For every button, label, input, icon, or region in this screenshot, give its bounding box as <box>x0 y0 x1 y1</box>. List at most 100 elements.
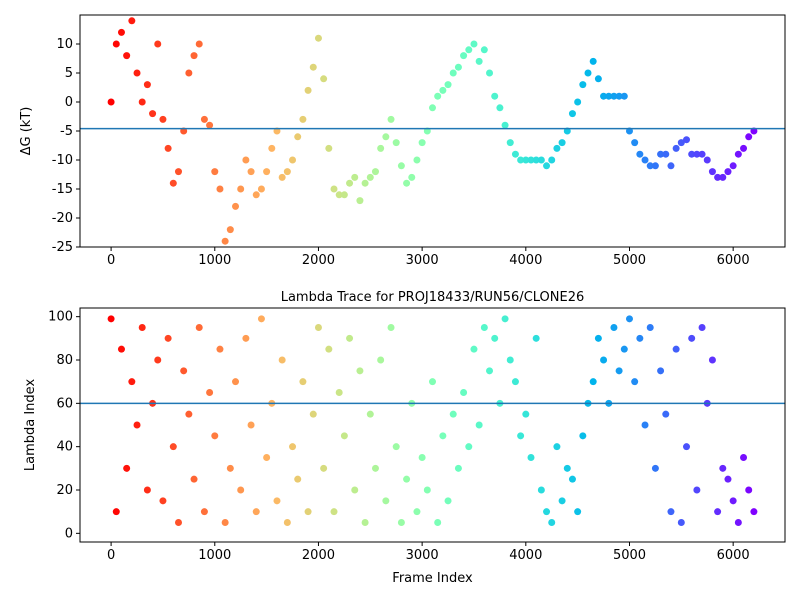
point <box>221 237 229 245</box>
point <box>351 173 359 181</box>
point <box>283 519 291 526</box>
point <box>537 156 545 164</box>
point <box>154 40 162 48</box>
point <box>444 497 452 505</box>
point <box>651 162 659 170</box>
point <box>517 432 525 440</box>
point <box>740 144 748 152</box>
point <box>548 156 556 164</box>
point <box>491 334 499 342</box>
point <box>543 162 551 170</box>
point <box>371 168 379 176</box>
y-axis-label: ΔG (kT) <box>19 107 34 156</box>
point <box>174 519 182 526</box>
point <box>403 475 411 483</box>
y-tick-label: 40 <box>56 440 73 455</box>
axes-frame <box>79 307 786 543</box>
y-tick-label: 0 <box>65 95 73 110</box>
point <box>320 75 328 83</box>
x-axis-label: Frame Index <box>392 571 473 586</box>
point <box>200 115 208 123</box>
point <box>133 69 141 77</box>
point <box>558 497 566 505</box>
point <box>174 168 182 176</box>
point <box>366 173 374 181</box>
point <box>123 52 131 60</box>
point <box>107 98 115 106</box>
x-tick-label: 0 <box>107 548 115 563</box>
point <box>496 104 504 112</box>
point <box>377 356 385 364</box>
point <box>465 443 473 451</box>
point <box>216 185 224 193</box>
point <box>527 454 535 461</box>
point <box>724 475 732 483</box>
point <box>185 69 193 77</box>
point <box>226 226 234 234</box>
point <box>346 179 354 187</box>
point <box>517 156 525 164</box>
point <box>584 69 592 77</box>
point <box>688 334 696 342</box>
point <box>454 63 462 71</box>
x-tick-label: 4000 <box>509 253 542 268</box>
point <box>211 168 219 176</box>
point <box>745 133 753 141</box>
point <box>651 464 659 472</box>
point <box>242 156 250 164</box>
point <box>568 110 576 118</box>
point <box>620 92 628 100</box>
point <box>117 345 125 353</box>
x-tick-label: 2000 <box>302 548 335 563</box>
point <box>465 46 473 54</box>
point <box>325 144 333 152</box>
x-tick-label: 2000 <box>302 253 335 268</box>
point <box>418 454 426 461</box>
point <box>631 139 639 147</box>
x-tick-label: 4000 <box>509 548 542 563</box>
point <box>257 315 265 323</box>
point <box>719 173 727 181</box>
point <box>693 486 701 494</box>
point <box>491 92 499 100</box>
point <box>563 464 571 472</box>
point <box>677 139 685 147</box>
point <box>361 519 369 526</box>
point <box>423 486 431 494</box>
point <box>636 150 644 158</box>
point <box>532 156 540 164</box>
point <box>299 115 307 123</box>
y-axis-label: Lambda Index <box>23 379 38 472</box>
point <box>646 324 654 331</box>
point <box>501 121 509 129</box>
point <box>138 98 146 106</box>
point <box>221 519 229 526</box>
point <box>470 345 478 353</box>
point <box>662 150 670 158</box>
point <box>237 486 245 494</box>
point <box>257 185 265 193</box>
point <box>631 378 639 386</box>
point <box>289 156 297 164</box>
point <box>128 378 136 386</box>
point <box>672 144 680 152</box>
point <box>734 150 742 158</box>
plot-area <box>107 17 758 245</box>
point <box>553 144 561 152</box>
point <box>558 139 566 147</box>
point <box>480 324 488 331</box>
y-tick-label: 60 <box>56 396 73 411</box>
y-tick-label: 10 <box>56 37 73 52</box>
point <box>667 508 675 516</box>
point <box>486 69 494 77</box>
point <box>216 345 224 353</box>
point <box>413 156 421 164</box>
point <box>263 454 271 461</box>
point <box>289 443 297 451</box>
point <box>693 150 701 158</box>
point <box>252 508 260 516</box>
point <box>589 57 597 65</box>
point <box>112 508 120 516</box>
point <box>532 334 540 342</box>
point <box>351 486 359 494</box>
